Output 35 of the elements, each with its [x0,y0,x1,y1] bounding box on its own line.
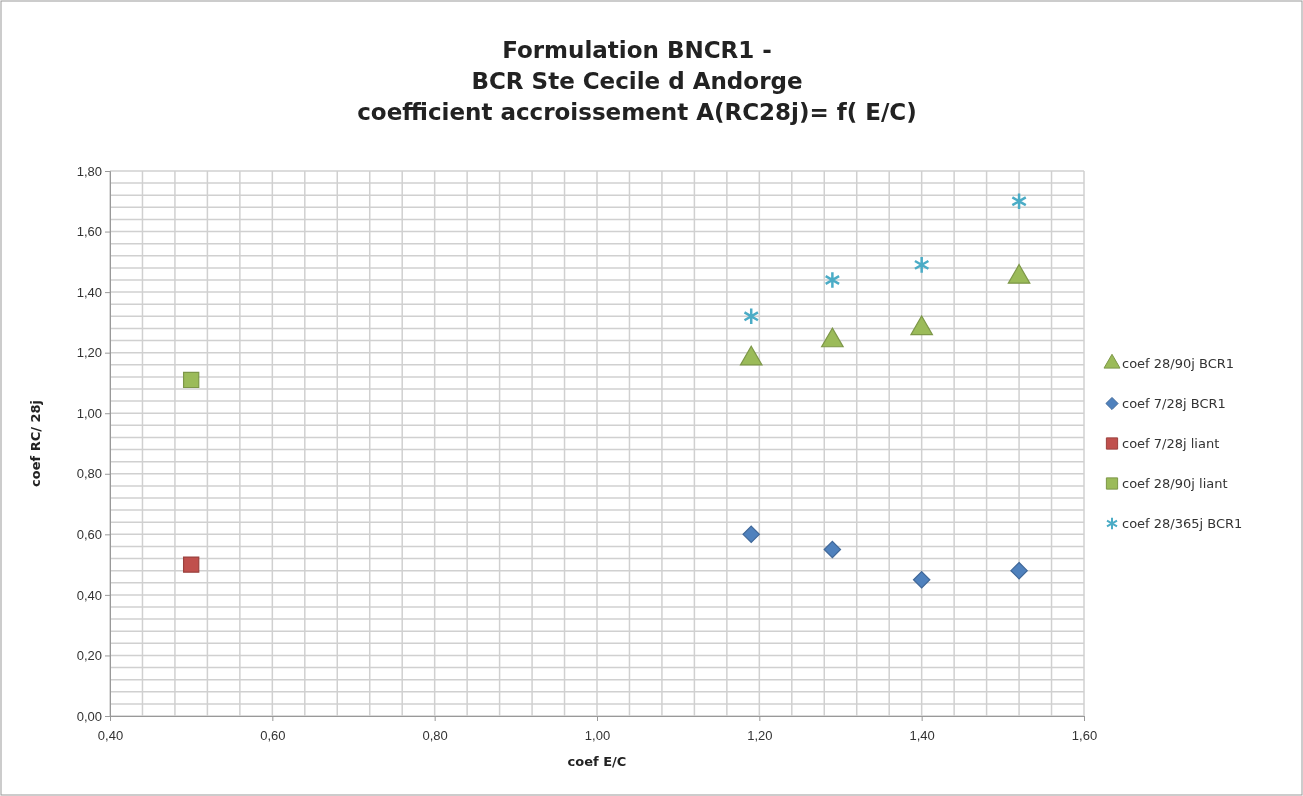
x-axis-title: coef E/C [567,754,627,769]
chart-title: Formulation BNCR1 - BCR Ste Cecile d Andorge coefficient accroissement A(RC28j)= f( E/C) [357,37,917,125]
y-tick-label: 1,60 [76,224,102,240]
y-tick-label: 0,00 [76,708,102,724]
x-tick-label: 0,40 [97,727,124,743]
point [743,307,760,326]
x-tick-label: 1,60 [1071,727,1098,743]
y-tick-label: 1,20 [76,345,102,361]
y-tick-label: 1,00 [76,405,102,421]
y-tick-label: 0,80 [76,466,102,482]
y-tick-label: 0,20 [76,648,102,664]
point [182,556,200,573]
y-tick-label: 1,80 [76,163,102,179]
x-tick-label: 1,40 [909,727,935,743]
point [913,255,930,274]
x-tick-label: 1,00 [584,727,611,743]
x-tick-label: 0,80 [422,727,448,743]
legend-label: coef 28/365j BCR1 [1122,516,1243,532]
legend-label: coef 7/28j BCR1 [1122,396,1226,412]
y-tick-label: 0,60 [76,526,102,542]
x-tick-label: 1,20 [747,727,773,743]
point [1010,561,1028,580]
legend-label: coef 28/90j liant [1122,476,1228,492]
point [912,570,931,589]
y-axis-title: coef RC/ 28j [28,399,43,488]
legend-label: coef 28/90j BCR1 [1122,356,1235,372]
y-tick-label: 1,40 [76,284,102,300]
legend-label: coef 7/28j liant [1122,436,1220,452]
point [182,371,200,389]
y-tick-label: 0,40 [76,587,102,603]
x-tick-label: 0,60 [260,727,286,743]
point [823,540,842,559]
point [824,270,841,290]
point [1011,192,1028,211]
point [742,525,760,544]
